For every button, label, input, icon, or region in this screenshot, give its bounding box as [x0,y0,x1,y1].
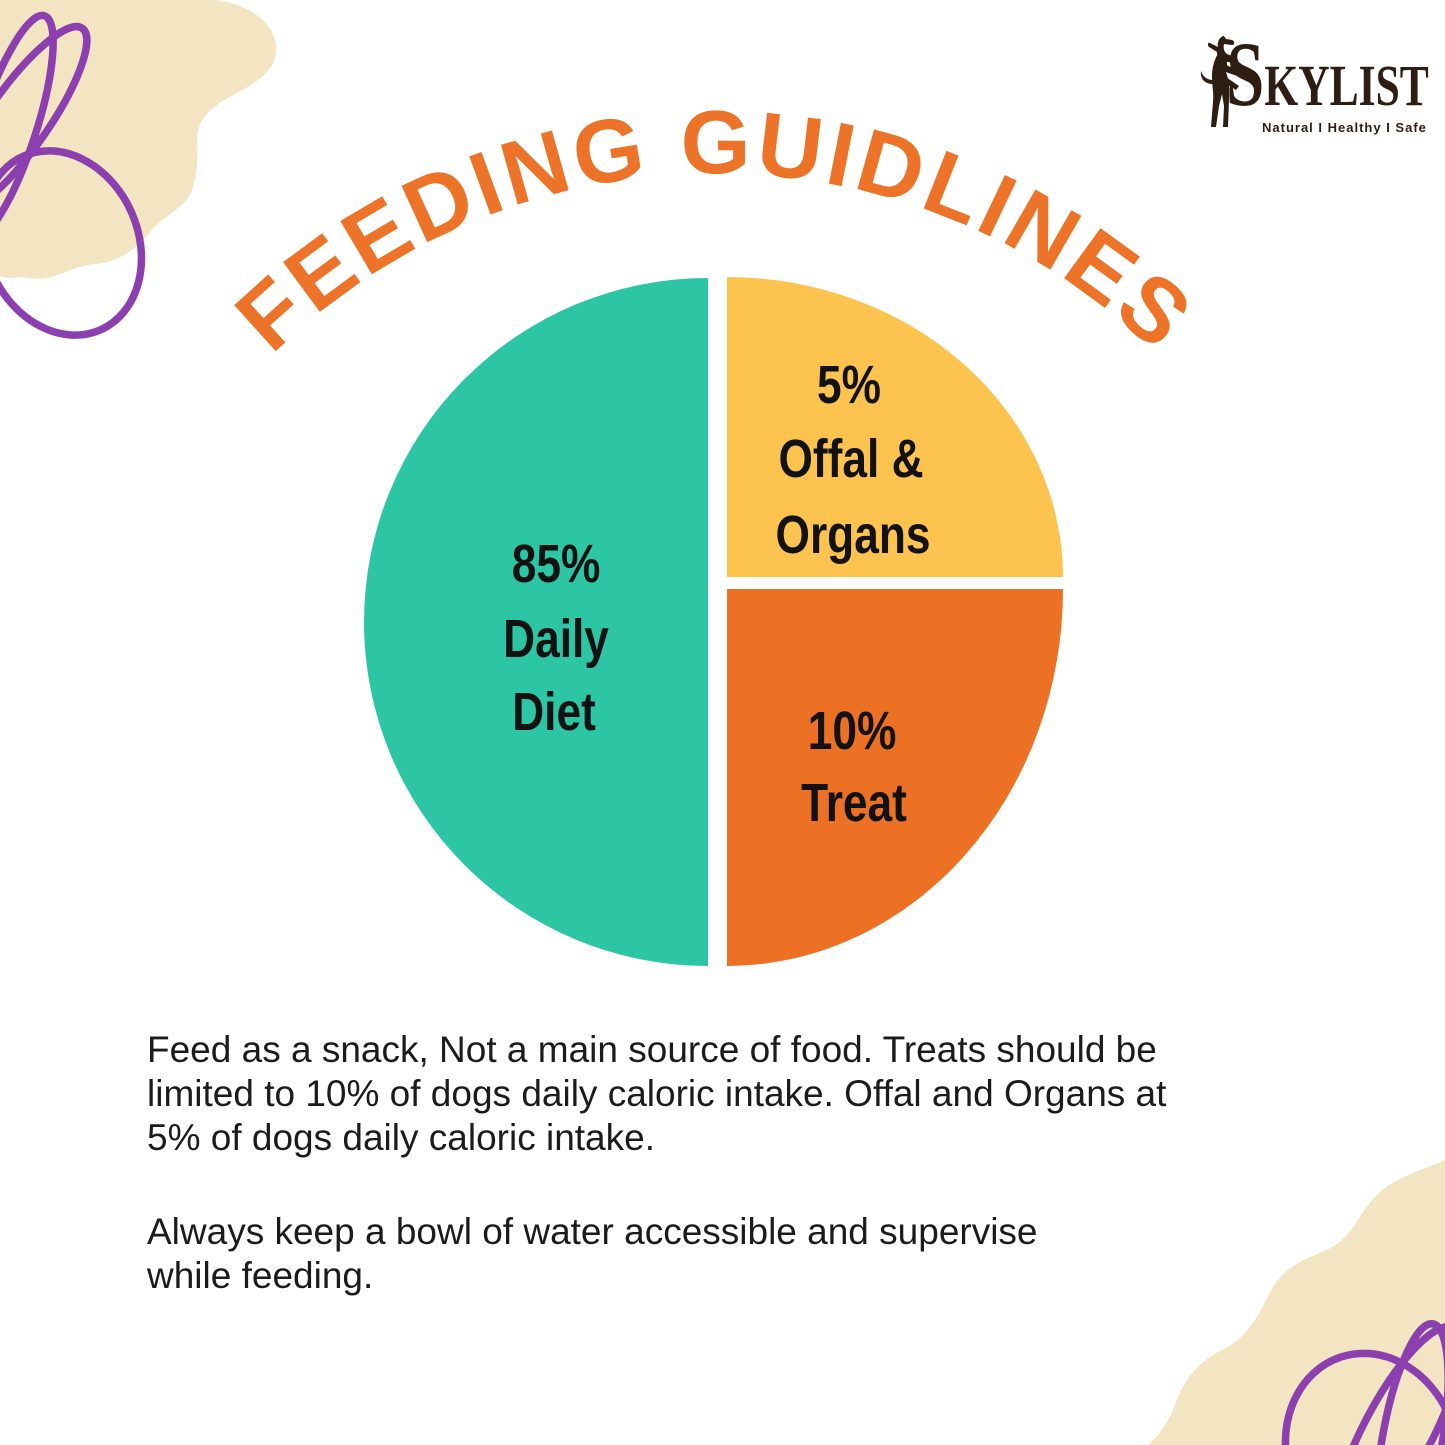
brand-name: SKYLIST [1226,23,1429,125]
notes-paragraph-2: Always keep a bowl of water accessible a… [147,1210,1307,1298]
pie-slice-offal-organs [727,277,1063,577]
notes-line: while feeding. [147,1255,374,1296]
notes-line: Always keep a bowl of water accessible a… [147,1211,1038,1252]
page-title: FEEDING GUIDLINES [218,93,1212,370]
dog-icon [1190,34,1252,130]
blob-bottom-right-shape [1148,1160,1445,1445]
pie-label-daily-diet-line2: Diet [512,682,596,742]
pie-label-offal-line1: Offal & [778,429,923,489]
scribble-loop [0,11,57,245]
scribble-bottom-right [1281,1319,1445,1445]
pie-slice-treat [727,589,1063,966]
scribble-loop [1331,1322,1445,1445]
pie-label-offal-line2: Organs [776,505,931,565]
scribble-top-left [0,11,146,339]
pie-label-treat-pct: 10% [808,701,897,761]
scribble-loop [1281,1349,1445,1445]
pie-label-offal-pct: 5% [817,355,881,415]
brand-logo: SKYLIST Natural I Healthy I Safe [1190,23,1445,135]
scribble-loop [0,147,146,339]
notes-line: 5% of dogs daily caloric intake. [147,1117,655,1158]
notes-line: Feed as a snack, Not a main source of fo… [147,1029,1157,1070]
paragraph-spacer [147,1160,1307,1210]
feeding-notes: Feed as a snack, Not a main source of fo… [147,1028,1307,1298]
pie-label-treat-line1: Treat [801,773,907,833]
blob-top-left-shape [0,0,277,279]
brand-tagline: Natural I Healthy I Safe [1262,120,1427,135]
notes-paragraph-1: Feed as a snack, Not a main source of fo… [147,1028,1307,1160]
pie-slice-daily-diet [364,278,708,966]
scribble-loop [0,22,91,218]
pie-label-daily-diet-pct: 85% [512,534,601,594]
scribble-loop [1372,1319,1445,1445]
pie-chart: 85% Daily Diet 5% Offal & Organs 10% Tre… [364,277,1063,966]
pie-label-daily-diet-line1: Daily [503,609,609,669]
brand-text-block: SKYLIST Natural I Healthy I Safe [1226,23,1445,135]
notes-line: limited to 10% of dogs daily caloric int… [147,1073,1167,1114]
